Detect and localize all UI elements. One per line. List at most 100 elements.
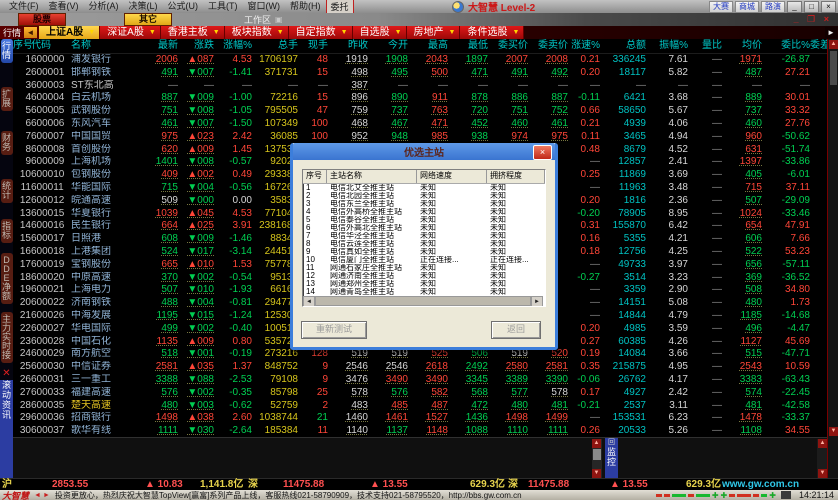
station-row[interactable]: 10 电信厦门全推主站 正在连接... 正在连接... bbox=[303, 256, 545, 264]
table-row[interactable]: 29 600036 招商银行 1498 ▲038 2.60 1038744 21 1460 146… bbox=[13, 412, 827, 425]
menu-item[interactable]: 委托 bbox=[325, 0, 354, 14]
column-header[interactable]: 委买价 bbox=[498, 40, 528, 51]
column-header[interactable]: 最高 bbox=[428, 40, 448, 51]
chevron-down-icon[interactable]: ▼ bbox=[512, 29, 520, 36]
column-header[interactable]: 委卖价 bbox=[538, 40, 568, 51]
stock-button[interactable]: 股票 bbox=[18, 13, 67, 26]
monitor-strip[interactable]: 回 监控 bbox=[605, 438, 618, 479]
station-list-hscrollbar[interactable]: ◄ ► bbox=[303, 296, 543, 306]
station-row[interactable]: 2 电信北园全推主站 未知 未知 bbox=[303, 192, 545, 200]
sidebar-close-icon[interactable]: ✕ bbox=[2, 368, 11, 379]
market-tab[interactable]: 自定指数 ▼ bbox=[288, 26, 353, 39]
station-row[interactable]: 1 电信北艾全推主站 未知 未知 bbox=[303, 184, 545, 192]
table-row[interactable]: 16 600018 上港集团 524 ▼017 -3.14 244516 0.18 12756 4… bbox=[13, 246, 827, 259]
station-row[interactable]: 3 电信东兰全推主站 未知 未知 bbox=[303, 200, 545, 208]
column-header[interactable]: 涨跌 bbox=[194, 40, 214, 51]
column-header[interactable]: 委比% bbox=[781, 40, 810, 51]
column-header[interactable]: 委差 bbox=[810, 40, 827, 51]
dialog-close-icon[interactable]: × bbox=[533, 145, 552, 160]
sidebar-tab-3[interactable]: 统计 bbox=[0, 179, 13, 203]
dialog-column-header[interactable]: 网络速度 bbox=[417, 170, 487, 183]
maximize-icon[interactable]: □ bbox=[804, 1, 819, 13]
market-tab[interactable]: 自选股 ▼ bbox=[352, 26, 407, 39]
column-header[interactable]: 今开 bbox=[388, 40, 408, 51]
market-tab[interactable]: 房地产 ▼ bbox=[406, 26, 461, 39]
dialog-title-bar[interactable]: 优选主站 × bbox=[293, 143, 555, 160]
table-row[interactable]: 1 600000 浦发银行 2006 ▲087 4.53 1706197 48 1919 1908… bbox=[13, 54, 827, 67]
sidebar-tab-6[interactable]: 主力实时接 bbox=[0, 312, 13, 363]
table-row[interactable]: 23 600028 中国石化 1135 ▲009 0.80 535727 0.27 60385 4… bbox=[13, 336, 827, 349]
station-row[interactable]: 7 电信华泾全推主站 未知 未知 bbox=[303, 232, 545, 240]
scroll-up-icon[interactable]: ▲ bbox=[818, 439, 827, 448]
table-row[interactable]: 19 600021 上海电力 507 ▼010 -1.93 66164 — 3359 2.90 — 5… bbox=[13, 284, 827, 297]
table-row[interactable]: 11 600011 华能国际 715 ▼004 -0.56 167266 — 11963 3.48… bbox=[13, 182, 827, 195]
table-row[interactable]: 17 600019 宝钢股份 665 ▲010 1.53 757780 — 49733 3.97 —… bbox=[13, 259, 827, 272]
chevron-down-icon[interactable]: ▼ bbox=[212, 29, 220, 36]
column-header[interactable]: 总额 bbox=[626, 40, 646, 51]
tab-scroll-left-icon[interactable]: ◄ bbox=[24, 27, 38, 38]
workspace-icon[interactable]: ▣ bbox=[275, 15, 283, 24]
dialog-column-header[interactable]: 序号 bbox=[303, 170, 327, 183]
chevron-down-icon[interactable]: ▼ bbox=[88, 29, 96, 36]
scroll-thumb[interactable] bbox=[830, 51, 837, 85]
chevron-down-icon[interactable]: ▼ bbox=[448, 29, 456, 36]
station-row[interactable]: 8 电信云莲全推主站 未知 未知 bbox=[303, 240, 545, 248]
chevron-down-icon[interactable]: ▼ bbox=[148, 29, 156, 36]
scroll-down-icon[interactable]: ▼ bbox=[592, 469, 601, 478]
table-row[interactable]: 25 600030 中信证券 2581 ▲035 1.37 848752 9 2546 2546 2… bbox=[13, 361, 827, 374]
scroll-right-icon[interactable]: ► bbox=[531, 296, 543, 306]
market-tab[interactable]: 板块指数 ▼ bbox=[224, 26, 289, 39]
table-row[interactable]: 28 600035 楚天高速 480 ▼003 -0.62 52759 2 483 485 487 4… bbox=[13, 400, 827, 413]
table-row[interactable]: 5 600005 武钢股份 751 ▼008 -1.05 795505 47 759 737 763… bbox=[13, 105, 827, 118]
scrolling-news-strip[interactable]: 滚动资讯 bbox=[0, 380, 13, 478]
table-row[interactable]: 20 600022 济南钢铁 488 ▼004 -0.81 294776 — 14151 5.08… bbox=[13, 297, 827, 310]
column-header[interactable]: 最新 bbox=[158, 40, 178, 51]
scroll-up-icon[interactable]: ▲ bbox=[592, 439, 601, 448]
column-header[interactable]: 昨收 bbox=[348, 40, 368, 51]
scroll-thumb[interactable] bbox=[593, 449, 601, 460]
menu-item[interactable]: 分析(A) bbox=[88, 1, 119, 11]
table-row[interactable]: 14 600016 民生银行 664 ▲025 3.91 2381680 0.31 155870… bbox=[13, 220, 827, 233]
monitor-scrollbar[interactable]: ▲ ▼ bbox=[592, 439, 602, 478]
menu-item[interactable]: 帮助(H) bbox=[290, 1, 321, 11]
sidebar-tab-quotes[interactable]: 行情 bbox=[0, 39, 13, 63]
menu-item[interactable]: 文件(F) bbox=[9, 1, 39, 11]
column-header[interactable]: 涨幅% bbox=[223, 40, 252, 51]
table-row[interactable]: 8 600008 首创股份 620 ▲009 1.45 137535 0.48 8679 4.52… bbox=[13, 144, 827, 157]
chevron-down-icon[interactable]: ▼ bbox=[340, 29, 348, 36]
column-header[interactable]: 现手 bbox=[308, 40, 328, 51]
column-header[interactable]: 最低 bbox=[468, 40, 488, 51]
titlebar-button[interactable]: 路演 bbox=[761, 1, 785, 13]
market-tab[interactable]: 上证A股 ▼ bbox=[39, 26, 101, 39]
table-row[interactable]: 15 600017 日照港 608 ▼009 -1.46 88348 0.16 5355 4.21… bbox=[13, 233, 827, 246]
scroll-thumb[interactable] bbox=[315, 296, 531, 306]
table-row[interactable]: 18 600020 中原高速 370 ▼002 -0.54 95134 -0.27 3514 3.… bbox=[13, 272, 827, 285]
station-row[interactable]: 6 电信外高北全推主站 未知 未知 bbox=[303, 224, 545, 232]
tab-scroll-right-icon[interactable]: ► bbox=[825, 27, 837, 38]
table-row[interactable]: 30 600037 歌华有线 1111 ▼030 -2.64 185384 11 1140 113… bbox=[13, 425, 827, 438]
table-row[interactable]: 10 600010 包钢股份 409 ▲002 0.49 293385 0.25 11869 3.… bbox=[13, 169, 827, 182]
station-row[interactable]: 13 网通郑州全推主站 未知 未知 bbox=[303, 280, 545, 288]
market-tab[interactable]: 香港主板 ▼ bbox=[160, 26, 225, 39]
menu-item[interactable]: 查看(V) bbox=[48, 1, 79, 11]
menu-item[interactable]: 公式(U) bbox=[167, 1, 199, 11]
station-row[interactable]: 5 电信泰谷全推主站 未知 未知 bbox=[303, 216, 545, 224]
table-row[interactable]: 6 600006 东风汽车 461 ▼007 -1.50 107349 100 468 467 47… bbox=[13, 118, 827, 131]
table-row[interactable]: 7 600007 中国国贸 975 ▲023 2.42 36085 100 952 948 985 9… bbox=[13, 131, 827, 144]
table-scrollbar[interactable]: ▲ ▼ bbox=[827, 39, 838, 478]
table-row[interactable]: 27 600033 福建高速 576 ▼002 -0.35 85798 25 578 576 582… bbox=[13, 387, 827, 400]
column-header[interactable]: 名称 bbox=[71, 40, 91, 51]
table-row[interactable]: 24 600029 南方航空 518 ▼001 -0.19 273216 128 519 519 5… bbox=[13, 348, 827, 361]
column-header[interactable]: 代码 bbox=[31, 40, 51, 51]
column-header[interactable]: 振幅% bbox=[659, 40, 688, 51]
station-row[interactable]: 14 网通青岛全推主站 未知 未知 bbox=[303, 288, 545, 296]
market-tab[interactable]: 深证A股 ▼ bbox=[100, 26, 161, 39]
chevron-down-icon[interactable]: ▼ bbox=[276, 29, 284, 36]
titlebar-button[interactable]: 商城 bbox=[735, 1, 759, 13]
menu-item[interactable]: 决策(L) bbox=[128, 1, 158, 11]
mdi-window-controls[interactable]: _ ❐ × bbox=[793, 14, 832, 24]
scroll-down-icon[interactable]: ▼ bbox=[818, 469, 827, 478]
station-row[interactable]: 11 网通石家庄全推主站 未知 未知 bbox=[303, 264, 545, 272]
close-icon[interactable]: × bbox=[821, 1, 836, 13]
